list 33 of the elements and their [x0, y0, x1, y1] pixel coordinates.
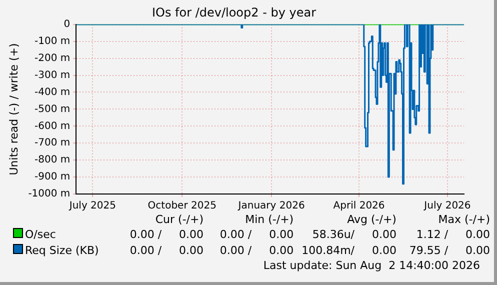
text: Max (-/+)	[437, 213, 491, 227]
text: 58.36u/ 0.00	[311, 227, 398, 243]
y-tick-label: -500 m	[34, 104, 70, 115]
x-tick-label: July 2026	[423, 200, 471, 212]
y-tick-label: -800 m	[34, 154, 70, 166]
text: 0.00 / 0.00	[218, 227, 295, 243]
x-tick-label: July 2025	[68, 200, 116, 212]
legend-label: Req Size (KB)	[24, 243, 100, 259]
text: 0.00 / 0.00	[128, 227, 205, 243]
text: Last update: Sun Aug 2 14:40:00 2026	[262, 259, 481, 273]
text: 1.12 / 0.00	[415, 227, 491, 243]
chart-title: IOs for /dev/loop2 - by year	[152, 5, 316, 20]
y-tick-label: -300 m	[34, 70, 70, 81]
text: 0.00 / 0.00	[128, 243, 205, 259]
x-tick-label: April 2026	[333, 200, 385, 212]
text: Cur (-/+)	[154, 213, 205, 227]
y-tick-label: -600 m	[34, 120, 70, 132]
y-tick-label: -700 m	[34, 138, 70, 149]
legend-label: O/sec	[24, 227, 57, 243]
y-tick-label: -200 m	[34, 52, 70, 64]
x-tick-label: October 2025	[148, 200, 216, 212]
y-axis-title: Units read (-) / write (+)	[7, 43, 20, 176]
y-tick-label: -1000 m	[28, 188, 70, 200]
text: 79.55 / 0.00	[408, 243, 491, 259]
y-tick-label: -900 m	[34, 172, 70, 183]
y-tick-label: 0	[64, 18, 70, 30]
text: 100.84m/ 0.00	[300, 243, 398, 259]
x-tick-label: January 2026	[237, 200, 305, 212]
y-tick-label: -100 m	[34, 36, 70, 47]
text: Avg (-/+)	[346, 213, 398, 227]
y-tick-label: -400 m	[34, 86, 70, 98]
text: 0.00 / 0.00	[218, 243, 295, 259]
text: Min (-/+)	[244, 213, 295, 227]
